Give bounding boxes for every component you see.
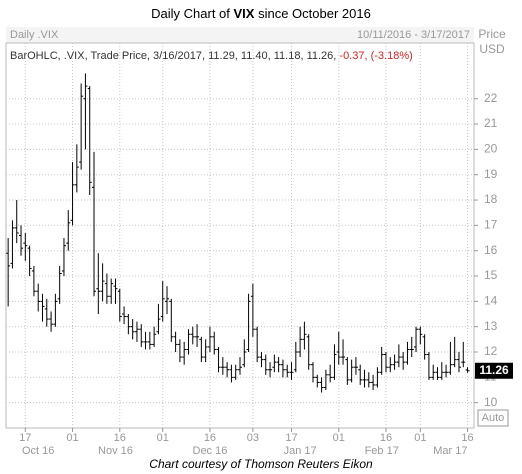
month-label: Dec 16 [193,445,228,457]
header-band [6,27,474,43]
auto-button[interactable] [477,409,509,427]
x-tick-label: 01 [414,432,426,444]
month-label: Oct 16 [22,445,54,457]
info-change: -0.37, (-3.18%) [339,50,412,62]
last-price-label: 11.26 [479,363,509,377]
x-tick-label: 16 [461,432,473,444]
y-tick-label: 16 [484,243,498,257]
chart-title: Daily Chart of VIX since October 2016 [151,6,371,21]
axis-label: Price [478,27,506,41]
month-label: Jan 17 [284,445,317,457]
y-tick-label: 14 [484,294,498,308]
x-tick-label: 16 [204,432,216,444]
title-part: since October 2016 [254,6,370,21]
y-tick-label: 12 [484,344,498,358]
x-tick-label: 01 [333,432,345,444]
auto-label[interactable]: Auto [482,412,505,424]
y-tick-label: 10 [484,395,498,409]
month-label: Feb 17 [365,445,399,457]
x-tick-label: 16 [380,432,392,444]
y-tick-label: 22 [484,91,498,105]
info-text: BarOHLC, .VIX, Trade Price, 3/16/2017, 1… [10,50,336,62]
month-label: Mar 17 [433,445,467,457]
source-note: Chart courtesy of Thomson Reuters Eikon [149,457,373,471]
last-price-box [475,362,513,379]
y-tick-label: 21 [484,116,498,130]
y-tick-label: 20 [484,142,498,156]
x-tick-label: 03 [247,432,259,444]
x-tick-label: 01 [157,432,169,444]
y-tick-label: 18 [484,192,498,206]
grid [6,43,474,428]
title-part: VIX [234,6,255,21]
info-line: BarOHLC, .VIX, Trade Price, 3/16/2017, 1… [10,50,413,62]
y-tick-label: 19 [484,167,498,181]
title-part: Daily Chart of [151,6,233,21]
x-tick-label: 17 [19,432,31,444]
x-tick-label: 01 [66,432,78,444]
panel-label: Daily .VIX [10,29,59,41]
y-tick-label: 15 [484,268,498,282]
y-tick-label: 13 [484,319,498,333]
plot-frame [5,42,475,429]
x-tick-label: 17 [285,432,297,444]
x-tick-label: 16 [114,432,126,444]
range-label: 10/11/2016 - 3/17/2017 [357,29,470,41]
axis-label: USD [479,42,505,56]
y-tick-label: 17 [484,218,498,232]
month-label: Nov 16 [98,445,133,457]
